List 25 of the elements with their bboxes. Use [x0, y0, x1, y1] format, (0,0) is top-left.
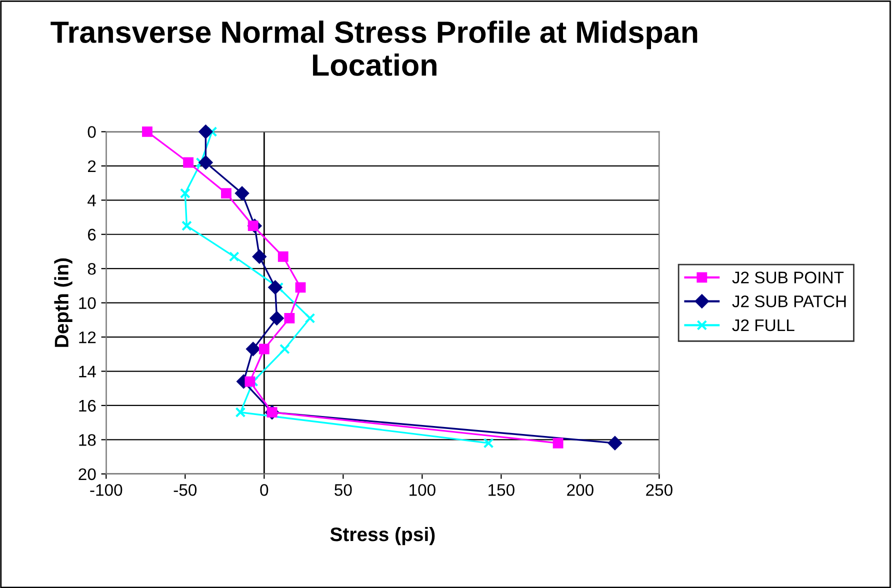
y-axis-title: Depth (in) [54, 258, 72, 347]
y-tick-label: 16 [79, 400, 96, 412]
x-tick-label: 0 [260, 484, 268, 496]
y-tick-label: 2 [88, 160, 96, 172]
legend-label: J2 SUB PATCH [732, 295, 846, 308]
y-tick-label: 18 [79, 434, 96, 446]
x-axis-title: Stress (psi) [330, 526, 435, 546]
x-tick-label: 100 [410, 484, 436, 496]
y-tick-label: 4 [88, 194, 96, 206]
y-tick-label: 14 [79, 366, 96, 378]
y-tick-label: 0 [88, 126, 96, 138]
x-tick-label: 150 [488, 484, 514, 496]
x-tick-label: 50 [334, 484, 352, 496]
y-tick-label: 6 [88, 228, 96, 241]
y-tick-label: 12 [79, 331, 96, 344]
y-tick-label: 8 [88, 263, 96, 275]
x-tick-label: -50 [174, 484, 197, 496]
legend-label: J2 SUB POINT [732, 272, 844, 284]
chart-title: Transverse Normal Stress Profile at Midspan Location [50, 20, 698, 76]
x-tick-label: 200 [567, 484, 594, 496]
legend-label: J2 FULL [732, 319, 794, 332]
x-tick-label: -100 [90, 484, 122, 496]
y-tick-label: 10 [79, 297, 96, 310]
x-tick-label: 250 [646, 484, 672, 496]
y-tick-label: 20 [78, 468, 96, 480]
